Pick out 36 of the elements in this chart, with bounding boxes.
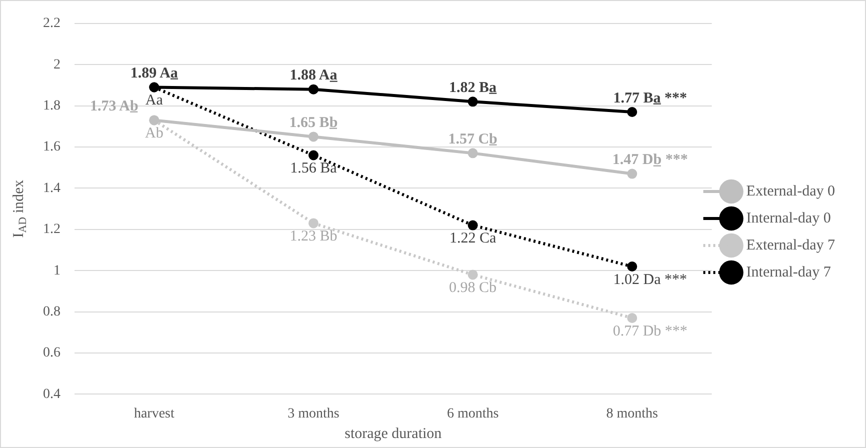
data-label: Ab: [144, 126, 164, 142]
data-label: 1.47 Db̲ ***: [612, 152, 688, 168]
y-tick-label: 1.8: [43, 98, 60, 114]
data-label: 1.02 Da ***: [613, 272, 688, 288]
legend-label: External-day 0: [746, 183, 836, 200]
x-axis-title: storage duration: [344, 426, 442, 442]
x-tick-label: harvest: [134, 406, 174, 422]
y-tick-label: 1: [54, 263, 60, 278]
y-tick-label: 1.4: [43, 180, 60, 196]
y-tick-label: 2: [54, 57, 60, 72]
legend-label: Internal-day 7: [746, 264, 832, 280]
data-label: 1.65 Bb̲: [289, 115, 338, 132]
y-axis-title: IAD index: [10, 179, 29, 238]
legend-label: External-day 7: [746, 237, 836, 254]
data-label: 0.77 Db ***: [612, 323, 688, 340]
x-tick-label: 3 months: [288, 406, 340, 422]
data-label: 1.88 Aa̲: [290, 68, 338, 84]
x-tick-label: 6 months: [446, 406, 499, 422]
data-label: 1.57 Cb̲: [448, 132, 498, 148]
data-label: 1.56 Ba: [290, 160, 338, 177]
data-label: 1.77 Ba̲ ***: [613, 90, 688, 106]
data-label: 1.89 Aa̲: [130, 66, 178, 82]
y-tick-label: 0.8: [43, 304, 60, 320]
y-tick-label: 0.6: [43, 346, 60, 361]
y-tick-label: 1.2: [43, 222, 60, 238]
data-label: 0.98 Cb: [449, 280, 497, 296]
data-label: 1.22 Ca: [449, 230, 496, 247]
data-label: 1.23 Bb: [290, 228, 338, 245]
x-tick-label: 8 months: [606, 406, 658, 422]
data-label: 1.73 Ab̲: [90, 98, 138, 115]
legend-label: Internal-day 0: [746, 210, 831, 226]
y-tick-label: 0.4: [43, 386, 60, 402]
y-tick-label: 1.6: [43, 140, 60, 155]
y-tick-label: 2.2: [43, 16, 60, 32]
data-label: 1.82 Ba̲: [449, 80, 498, 96]
data-label: Aa: [145, 92, 164, 109]
